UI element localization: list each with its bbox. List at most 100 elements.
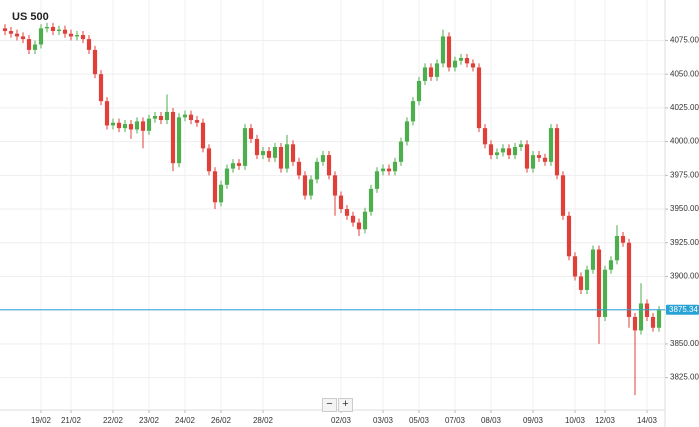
candle-body <box>38 28 44 45</box>
candle-body <box>614 236 620 261</box>
candle-body <box>248 128 254 139</box>
candle-body <box>374 171 380 189</box>
candle-body <box>254 138 260 156</box>
x-tick-label: 26/02 <box>211 416 232 425</box>
candle-body <box>362 211 368 230</box>
x-tick-label: 02/03 <box>331 416 352 425</box>
candle-body <box>392 161 398 172</box>
candle-body <box>452 60 458 68</box>
x-tick-label: 09/03 <box>523 416 544 425</box>
candle-body <box>590 249 596 270</box>
candle-body <box>344 209 350 216</box>
candle-body <box>566 215 572 257</box>
y-tick-label: 4000.00 <box>670 137 699 146</box>
candle-body <box>182 114 188 118</box>
x-tick-label: 28/02 <box>253 416 274 425</box>
candle-body <box>218 184 224 203</box>
x-tick-label: 12/03 <box>595 416 616 425</box>
candle-body <box>92 49 98 75</box>
x-tick-label: 10/03 <box>565 416 586 425</box>
candle-body <box>440 36 446 64</box>
candle-body <box>356 222 362 230</box>
candle-body <box>170 111 176 164</box>
candle-body <box>260 151 266 156</box>
candle-body <box>458 57 464 61</box>
candle-body <box>242 128 248 166</box>
candle-body <box>128 124 134 130</box>
candle-body <box>656 310 662 328</box>
candle-body <box>8 31 14 34</box>
candle-body <box>68 33 74 37</box>
candle-body <box>500 148 506 153</box>
candle-body <box>602 269 608 317</box>
x-tick-label: 08/03 <box>481 416 502 425</box>
candle-body <box>290 144 296 162</box>
candle-body <box>308 179 314 196</box>
y-tick-label: 3900.00 <box>670 272 699 281</box>
x-tick-label: 14/03 <box>637 416 658 425</box>
x-tick-label: 03/03 <box>373 416 394 425</box>
x-tick-label: 21/02 <box>61 416 82 425</box>
y-tick-label: 4075.00 <box>670 36 699 45</box>
candle-body <box>386 168 392 172</box>
candle-body <box>134 121 140 130</box>
last-price-box <box>666 304 699 315</box>
candle-body <box>524 144 530 169</box>
candle-body <box>320 155 326 162</box>
candle-body <box>404 121 410 142</box>
candle-body <box>302 175 308 196</box>
candle-body <box>620 236 626 243</box>
y-tick-label: 4025.00 <box>670 103 699 112</box>
chart-title: US 500 <box>12 11 49 23</box>
candle-body <box>434 63 440 77</box>
candle-body <box>398 141 404 162</box>
candle-body <box>116 122 122 129</box>
candle-body <box>542 157 548 162</box>
candle-body <box>314 161 320 180</box>
candle-body <box>188 114 194 121</box>
candle-body <box>56 29 62 32</box>
candle-body <box>212 171 218 203</box>
candle-body <box>278 147 284 169</box>
candle-body <box>482 128 488 145</box>
candle-body <box>206 148 212 172</box>
zoom-out-button[interactable]: − <box>322 398 337 412</box>
candle-body <box>140 121 146 131</box>
candle-body <box>104 101 110 126</box>
candle-body <box>632 316 638 331</box>
candle-body <box>476 67 482 129</box>
candle-body <box>74 35 80 37</box>
candle-body <box>44 26 50 29</box>
candle-body <box>464 57 470 64</box>
candle-body <box>416 80 422 102</box>
candle-body <box>368 188 374 212</box>
candle-body <box>230 163 236 169</box>
candle-body <box>272 147 278 158</box>
candle-body <box>80 35 86 40</box>
last-price-label: 3875.34 <box>669 305 698 314</box>
x-tick-label: 07/03 <box>445 416 466 425</box>
candle-body <box>626 242 632 317</box>
candle-body <box>152 115 158 119</box>
candle-body <box>488 144 494 156</box>
y-tick-label: 4050.00 <box>670 69 699 78</box>
candle-body <box>326 155 332 176</box>
candle-body <box>62 29 68 34</box>
candle-body <box>410 101 416 122</box>
candle-body <box>50 26 56 32</box>
candle-body <box>176 117 182 164</box>
y-tick-label: 3925.00 <box>670 238 699 247</box>
candle-body <box>86 39 92 50</box>
candle-body <box>530 155 536 169</box>
candle-body <box>200 122 206 149</box>
candle-body <box>296 161 302 176</box>
candle-body <box>14 33 20 37</box>
candle-body <box>494 152 500 156</box>
candle-body <box>332 175 338 196</box>
x-tick-label: 22/02 <box>103 416 124 425</box>
candle-body <box>236 163 242 166</box>
y-tick-label: 3850.00 <box>670 339 699 348</box>
zoom-in-button[interactable]: + <box>338 398 353 412</box>
